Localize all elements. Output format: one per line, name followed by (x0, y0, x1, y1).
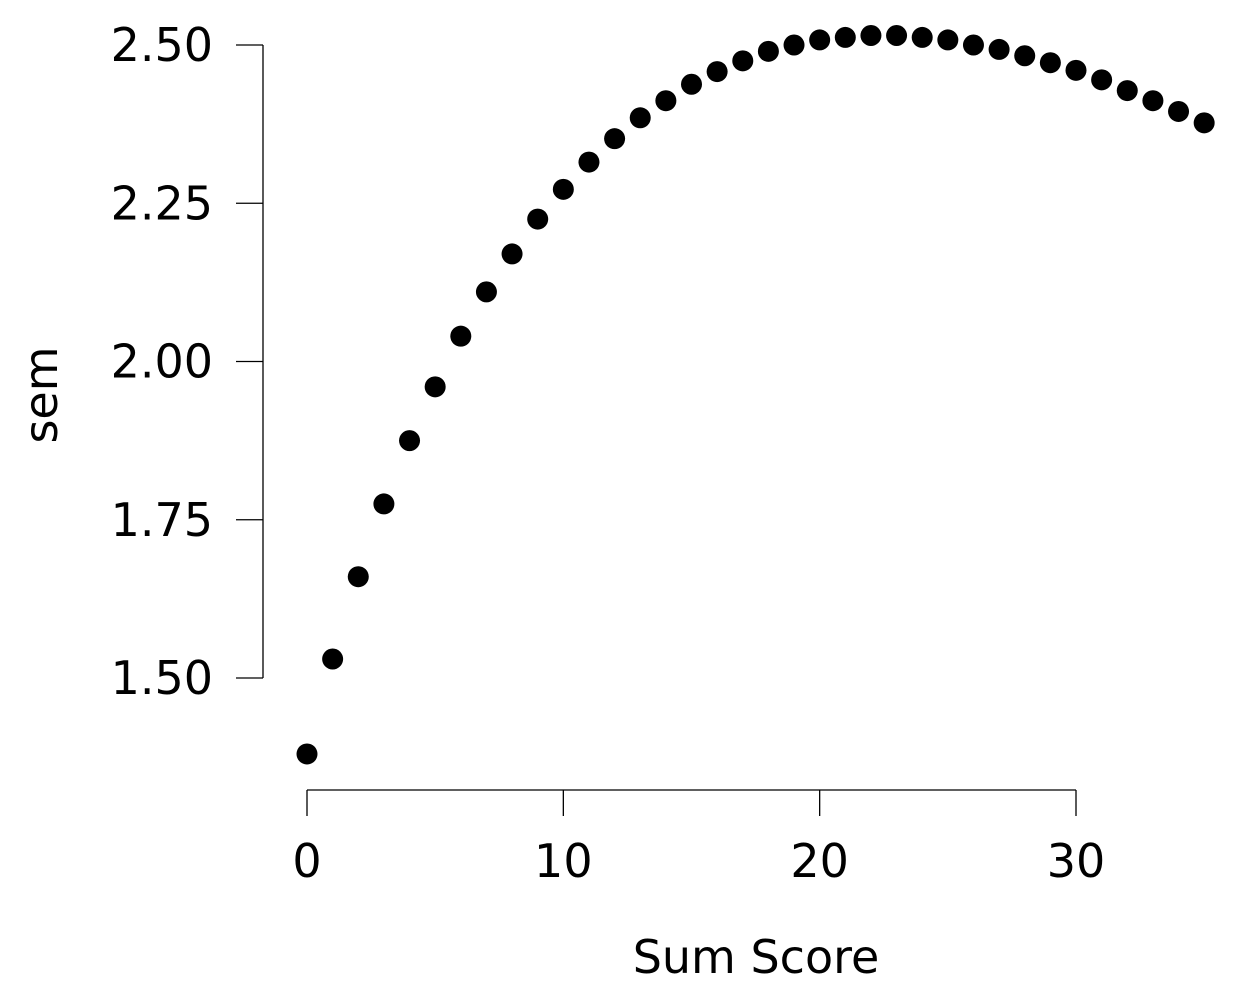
data-point (962, 34, 984, 56)
x-tick-label: 30 (1047, 834, 1106, 888)
data-point (501, 243, 523, 265)
y-tick-label: 2.25 (111, 176, 213, 230)
x-tick-label: 10 (534, 834, 593, 888)
data-point (783, 34, 805, 56)
data-point (1014, 45, 1036, 67)
data-point (911, 26, 933, 48)
data-point (629, 107, 651, 129)
data-point (424, 376, 446, 398)
data-point (886, 25, 908, 47)
y-tick-label: 2.50 (111, 18, 213, 72)
data-point (1168, 100, 1190, 122)
data-point (1193, 112, 1215, 134)
data-point (1091, 69, 1113, 91)
data-point (527, 208, 549, 230)
y-ticks: 1.50 1.75 2.00 2.25 2.50 (111, 18, 263, 705)
data-point (373, 493, 395, 515)
data-point (604, 128, 626, 150)
data-point (988, 38, 1010, 60)
y-axis-title: sem (14, 346, 68, 443)
x-axis-title: Sum Score (633, 930, 880, 984)
data-point (347, 566, 369, 588)
y-tick-label: 1.50 (111, 651, 213, 705)
y-tick-label: 2.00 (111, 335, 213, 389)
data-point (1039, 52, 1061, 74)
data-point (399, 430, 421, 452)
data-point (578, 151, 600, 173)
data-point (552, 178, 574, 200)
data-point (681, 73, 702, 95)
data-point (322, 648, 344, 670)
x-ticks: 0 10 20 30 (292, 790, 1105, 888)
data-point (450, 325, 472, 347)
data-point (937, 29, 959, 51)
data-point (1142, 90, 1164, 112)
data-point (655, 90, 677, 112)
data-point (296, 743, 318, 765)
data-point (1065, 59, 1087, 81)
data-point (732, 50, 754, 72)
x-tick-label: 0 (292, 834, 321, 888)
data-point (757, 40, 779, 62)
data-point (706, 61, 728, 83)
data-point (834, 26, 856, 48)
data-point (475, 281, 497, 303)
y-tick-label: 1.75 (111, 493, 213, 547)
data-point (1116, 80, 1138, 102)
x-tick-label: 20 (790, 834, 849, 888)
data-points (296, 25, 1215, 765)
data-point (809, 29, 831, 51)
data-point (860, 25, 882, 47)
